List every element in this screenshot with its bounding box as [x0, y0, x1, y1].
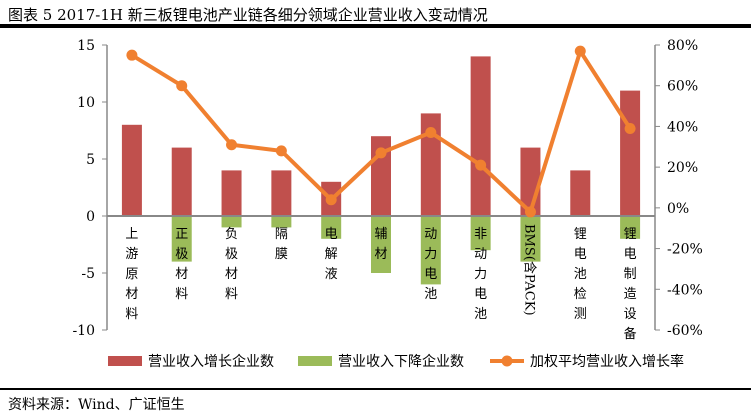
- category-label-char: 料: [175, 287, 188, 302]
- category-label-char: 力: [474, 267, 487, 282]
- y-tick-label: -10: [72, 323, 95, 339]
- bar-increase: [271, 170, 292, 216]
- legend-swatch: [108, 356, 142, 366]
- category-label-char: 材: [225, 267, 238, 282]
- y2-tick-label: 60%: [667, 79, 698, 95]
- category-label-char: 电: [574, 247, 587, 262]
- bar-decrease: [470, 216, 491, 251]
- bar-decrease: [371, 216, 391, 273]
- y2-tick-label: -40%: [667, 282, 703, 298]
- y-tick-label: 5: [86, 152, 95, 168]
- y-tick-label: 0: [86, 209, 95, 225]
- y2-tick-label: 80%: [667, 38, 698, 54]
- category-label-char: 动: [474, 247, 487, 262]
- bar-decrease: [620, 216, 641, 239]
- category-label-char: 锂: [574, 227, 587, 242]
- legend-swatch: [298, 356, 332, 366]
- bar-increase: [420, 113, 441, 216]
- category-label-char: 动: [424, 227, 437, 242]
- category-label-char: 电: [424, 267, 437, 282]
- category-label-char: 液: [325, 267, 338, 282]
- y2-tick-label: -60%: [667, 323, 703, 339]
- bar-increase: [221, 170, 242, 216]
- bar-decrease: [420, 216, 441, 285]
- category-label-char: 非: [474, 227, 487, 242]
- bar-increase: [121, 124, 142, 216]
- category-label-char: 辅: [374, 227, 387, 242]
- y-tick-label: -5: [81, 266, 95, 282]
- footer-rule: [0, 388, 751, 390]
- bar-increase: [171, 147, 192, 216]
- category-label-char: 极: [225, 247, 238, 262]
- growth-rate-point: [475, 159, 487, 171]
- bar-increase: [620, 90, 641, 216]
- y2-tick-label: 20%: [667, 160, 698, 176]
- bar-increase: [470, 56, 491, 217]
- growth-rate-point: [325, 194, 337, 206]
- source-note: 资料来源：Wind、广证恒生: [8, 397, 185, 413]
- y2-tick-label: -20%: [667, 242, 703, 258]
- category-label-char: 锂: [624, 227, 637, 242]
- category-label-char: 测: [574, 307, 587, 322]
- category-label-char: 解: [325, 247, 338, 262]
- legend-label: 营业收入下降企业数: [338, 353, 464, 370]
- legend-label: 加权平均营业收入增长率: [530, 353, 684, 370]
- category-label-char: 负: [225, 227, 238, 242]
- category-label-char: 电: [474, 287, 487, 302]
- growth-rate-point: [574, 45, 586, 57]
- chart-title: 图表 5 2017-1H 新三板锂电池产业链各细分领域企业营业收入变动情况: [8, 6, 488, 24]
- growth-rate-point: [375, 147, 387, 159]
- category-label-char: 游: [125, 247, 138, 262]
- title-rule: [0, 24, 751, 28]
- category-label-char: 力: [424, 247, 437, 262]
- y2-tick-label: 0%: [667, 201, 689, 217]
- category-label-char: 设: [624, 307, 637, 322]
- y-tick-label: 10: [77, 95, 95, 111]
- bar-decrease: [321, 216, 342, 239]
- growth-rate-point: [624, 122, 636, 134]
- category-label-char: 膜: [275, 247, 288, 262]
- category-label-char: 池: [424, 287, 437, 302]
- growth-rate-point: [226, 139, 238, 151]
- category-label-char: 检: [574, 287, 587, 302]
- category-label-char: 料: [225, 287, 238, 302]
- bar-increase: [570, 170, 591, 216]
- bar-decrease: [221, 216, 242, 228]
- category-label-char: 极: [175, 247, 188, 262]
- category-label-char: 材: [175, 267, 188, 282]
- bar-decrease: [171, 216, 192, 262]
- y2-tick-label: 40%: [667, 119, 698, 135]
- chart: -10 -5 0 5 10 15 -60% -40% -20% 0% 20% 40% 60% 80% 上游原…: [72, 38, 703, 370]
- category-label-char: 造: [624, 287, 637, 302]
- growth-rate-point: [425, 127, 437, 139]
- category-label-char: 池: [574, 267, 587, 282]
- category-label-char: 材: [374, 247, 387, 262]
- category-label: BMS(含PACK): [521, 224, 537, 316]
- bar-decrease: [520, 216, 541, 262]
- category-label-char: 电: [624, 247, 637, 262]
- category-label-char: 池: [474, 307, 487, 322]
- category-label-char: 隔: [275, 227, 288, 242]
- category-label-char: 上: [125, 227, 138, 242]
- category-label-char: 电: [325, 227, 338, 242]
- growth-rate-point: [126, 49, 138, 61]
- bar-decrease: [271, 216, 292, 228]
- growth-rate-point: [275, 145, 287, 157]
- category-label-char: 备: [624, 326, 637, 342]
- category-label-char: 原: [125, 267, 138, 282]
- category-label-char: 正: [175, 227, 188, 242]
- category-label-char: 制: [624, 267, 637, 282]
- category-label-char: 料: [125, 307, 138, 322]
- growth-rate-point: [176, 80, 188, 92]
- legend-label: 营业收入增长企业数: [148, 353, 274, 370]
- y-tick-label: 15: [77, 38, 95, 54]
- legend-marker: [501, 355, 513, 367]
- category-label-char: 材: [125, 287, 138, 302]
- growth-rate-point: [524, 206, 536, 218]
